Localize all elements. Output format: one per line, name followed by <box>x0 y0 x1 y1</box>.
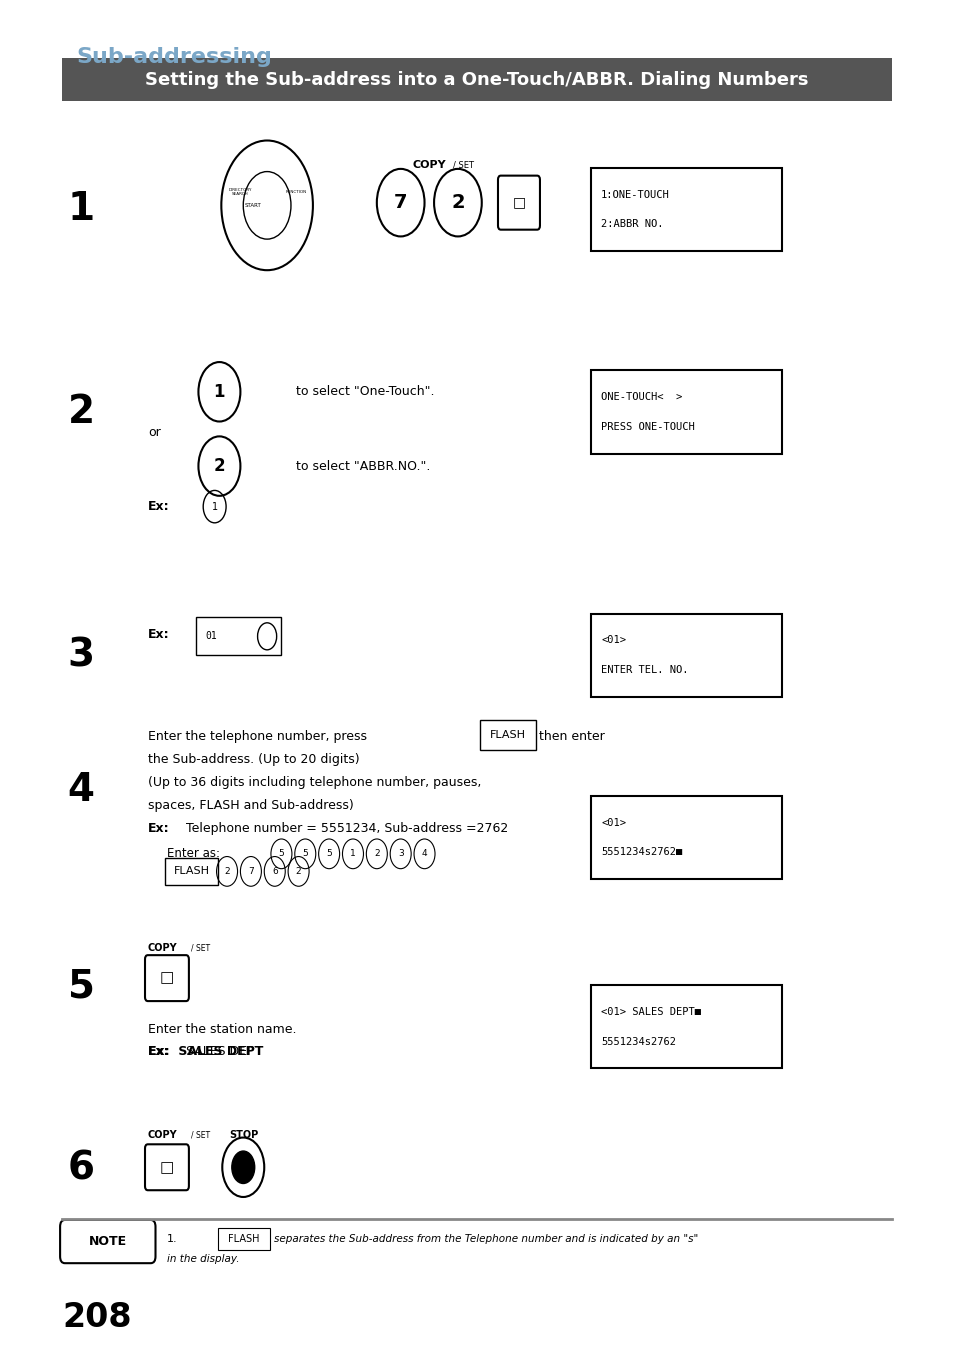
Text: Sub-addressing: Sub-addressing <box>76 47 272 68</box>
Text: Ex:: Ex: <box>148 1044 170 1058</box>
Text: FLASH: FLASH <box>228 1233 260 1244</box>
Text: FUNCTION: FUNCTION <box>285 190 306 193</box>
Text: 2: 2 <box>451 193 464 212</box>
Circle shape <box>232 1151 254 1183</box>
Text: 2: 2 <box>224 867 230 875</box>
Text: 1:ONE-TOUCH: 1:ONE-TOUCH <box>600 189 669 200</box>
Text: 1: 1 <box>212 501 217 512</box>
FancyBboxPatch shape <box>591 985 781 1069</box>
Text: □: □ <box>159 970 174 986</box>
Text: □: □ <box>512 196 525 209</box>
Text: 01: 01 <box>205 631 216 642</box>
Text: 2: 2 <box>295 867 301 875</box>
Text: NOTE: NOTE <box>89 1235 127 1248</box>
FancyBboxPatch shape <box>60 1220 155 1263</box>
Text: 5551234s2762■: 5551234s2762■ <box>600 847 681 858</box>
Text: in the display.: in the display. <box>167 1254 239 1265</box>
Text: PRESS ONE-TOUCH: PRESS ONE-TOUCH <box>600 422 694 432</box>
Text: / SET: / SET <box>453 161 474 169</box>
FancyBboxPatch shape <box>145 955 189 1001</box>
Text: FLASH: FLASH <box>490 730 525 740</box>
Text: FLASH: FLASH <box>173 866 210 877</box>
Text: spaces, FLASH and Sub-address): spaces, FLASH and Sub-address) <box>148 798 354 812</box>
Text: 4: 4 <box>421 850 427 858</box>
Text: Ex:  SALES DEPT: Ex: SALES DEPT <box>148 1044 263 1058</box>
Text: COPY: COPY <box>412 159 446 170</box>
Text: 1: 1 <box>213 382 225 401</box>
Text: then enter: then enter <box>538 730 604 743</box>
FancyBboxPatch shape <box>479 720 536 750</box>
Text: / SET: / SET <box>191 1131 210 1139</box>
FancyBboxPatch shape <box>591 796 781 880</box>
Text: 2: 2 <box>213 457 225 476</box>
Text: Setting the Sub-address into a One-Touch/ABBR. Dialing Numbers: Setting the Sub-address into a One-Touch… <box>145 70 808 89</box>
Text: Ex:: Ex: <box>148 821 170 835</box>
Text: (Up to 36 digits including telephone number, pauses,: (Up to 36 digits including telephone num… <box>148 775 480 789</box>
Text: Enter as:: Enter as: <box>167 847 220 861</box>
Text: START: START <box>244 203 261 208</box>
Text: 7: 7 <box>394 193 407 212</box>
Text: 5: 5 <box>326 850 332 858</box>
Text: 7: 7 <box>248 867 253 875</box>
Text: <01>: <01> <box>600 635 625 646</box>
Text: 5: 5 <box>68 967 94 1005</box>
Text: 6: 6 <box>272 867 277 875</box>
Text: <01>: <01> <box>600 817 625 828</box>
Text: COPY: COPY <box>148 1129 177 1140</box>
FancyBboxPatch shape <box>591 370 781 454</box>
Text: or: or <box>148 426 160 439</box>
Text: to select "ABBR.NO.".: to select "ABBR.NO.". <box>295 459 430 473</box>
Text: 2: 2 <box>374 850 379 858</box>
Text: 4: 4 <box>68 771 94 809</box>
Text: 3: 3 <box>68 636 94 674</box>
Text: / SET: / SET <box>191 944 210 952</box>
Text: Ex:: Ex: <box>148 500 170 513</box>
Text: 5: 5 <box>278 850 284 858</box>
Text: 2:ABBR NO.: 2:ABBR NO. <box>600 219 663 230</box>
Text: to select "One-Touch".: to select "One-Touch". <box>295 385 434 399</box>
FancyBboxPatch shape <box>195 617 281 655</box>
Text: DIRECTORY
SEARCH: DIRECTORY SEARCH <box>229 188 252 196</box>
FancyBboxPatch shape <box>62 58 891 101</box>
Text: 6: 6 <box>68 1150 94 1188</box>
Text: STOP: STOP <box>229 1129 258 1140</box>
FancyBboxPatch shape <box>591 168 781 251</box>
Text: ONE-TOUCH<  >: ONE-TOUCH< > <box>600 392 681 403</box>
Text: 208: 208 <box>62 1301 132 1333</box>
FancyBboxPatch shape <box>145 1144 189 1190</box>
FancyBboxPatch shape <box>218 1228 270 1250</box>
Text: 2: 2 <box>68 393 94 431</box>
Text: ENTER TEL. NO.: ENTER TEL. NO. <box>600 665 688 676</box>
Text: Enter the telephone number, press: Enter the telephone number, press <box>148 730 367 743</box>
Text: 3: 3 <box>397 850 403 858</box>
Text: the Sub-address. (Up to 20 digits): the Sub-address. (Up to 20 digits) <box>148 753 359 766</box>
Text: 1: 1 <box>68 190 94 228</box>
Text: □: □ <box>159 1159 174 1175</box>
Text: Ex:: Ex: <box>148 628 170 642</box>
Text: COPY: COPY <box>148 943 177 954</box>
FancyBboxPatch shape <box>497 176 539 230</box>
Text: Enter the station name.: Enter the station name. <box>148 1023 296 1036</box>
Text: 5551234s2762: 5551234s2762 <box>600 1036 676 1047</box>
Text: 5: 5 <box>302 850 308 858</box>
FancyBboxPatch shape <box>591 613 781 697</box>
Text: SALES DEPT: SALES DEPT <box>186 1044 262 1058</box>
Text: 1: 1 <box>350 850 355 858</box>
Text: Telephone number = 5551234, Sub-address =2762: Telephone number = 5551234, Sub-address … <box>186 821 508 835</box>
Text: <01> SALES DEPT■: <01> SALES DEPT■ <box>600 1006 700 1017</box>
Text: 1.: 1. <box>167 1233 177 1244</box>
Text: separates the Sub-address from the Telephone number and is indicated by an "s": separates the Sub-address from the Telep… <box>274 1233 698 1244</box>
FancyBboxPatch shape <box>165 858 218 885</box>
